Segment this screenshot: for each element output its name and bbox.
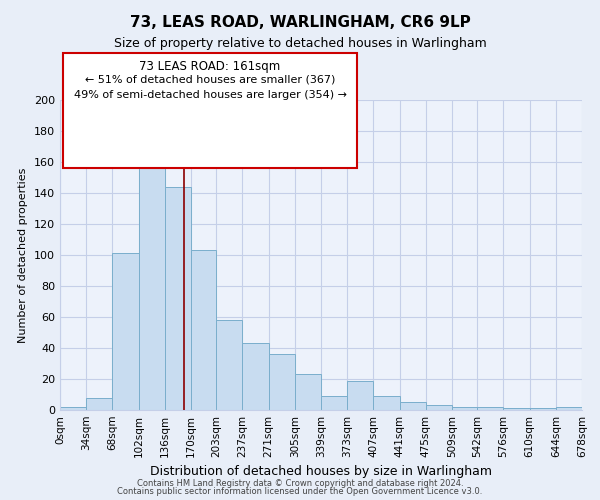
Bar [452,407,477,410]
Text: 49% of semi-detached houses are larger (354) →: 49% of semi-detached houses are larger (… [74,90,347,100]
Bar [477,407,503,410]
Text: Size of property relative to detached houses in Warlingham: Size of property relative to detached ho… [113,38,487,51]
Bar [295,374,321,410]
Bar [86,398,112,410]
Bar [139,160,165,410]
Bar [112,254,139,410]
Bar [503,408,530,410]
Bar [373,396,400,410]
Bar [347,380,373,410]
Text: Contains HM Land Registry data © Crown copyright and database right 2024.: Contains HM Land Registry data © Crown c… [137,478,463,488]
X-axis label: Distribution of detached houses by size in Warlingham: Distribution of detached houses by size … [150,466,492,478]
Text: 73, LEAS ROAD, WARLINGHAM, CR6 9LP: 73, LEAS ROAD, WARLINGHAM, CR6 9LP [130,15,470,30]
Text: Contains public sector information licensed under the Open Government Licence v3: Contains public sector information licen… [118,487,482,496]
Y-axis label: Number of detached properties: Number of detached properties [19,168,28,342]
Bar [216,320,242,410]
Bar [400,402,426,410]
Bar [321,396,347,410]
Bar [60,407,86,410]
Bar [269,354,295,410]
Text: ← 51% of detached houses are smaller (367): ← 51% of detached houses are smaller (36… [85,75,335,85]
Bar [242,344,269,410]
Text: 73 LEAS ROAD: 161sqm: 73 LEAS ROAD: 161sqm [139,60,281,73]
Bar [426,406,452,410]
Bar [530,408,556,410]
Bar [165,187,191,410]
Bar [556,407,582,410]
Bar [191,250,216,410]
